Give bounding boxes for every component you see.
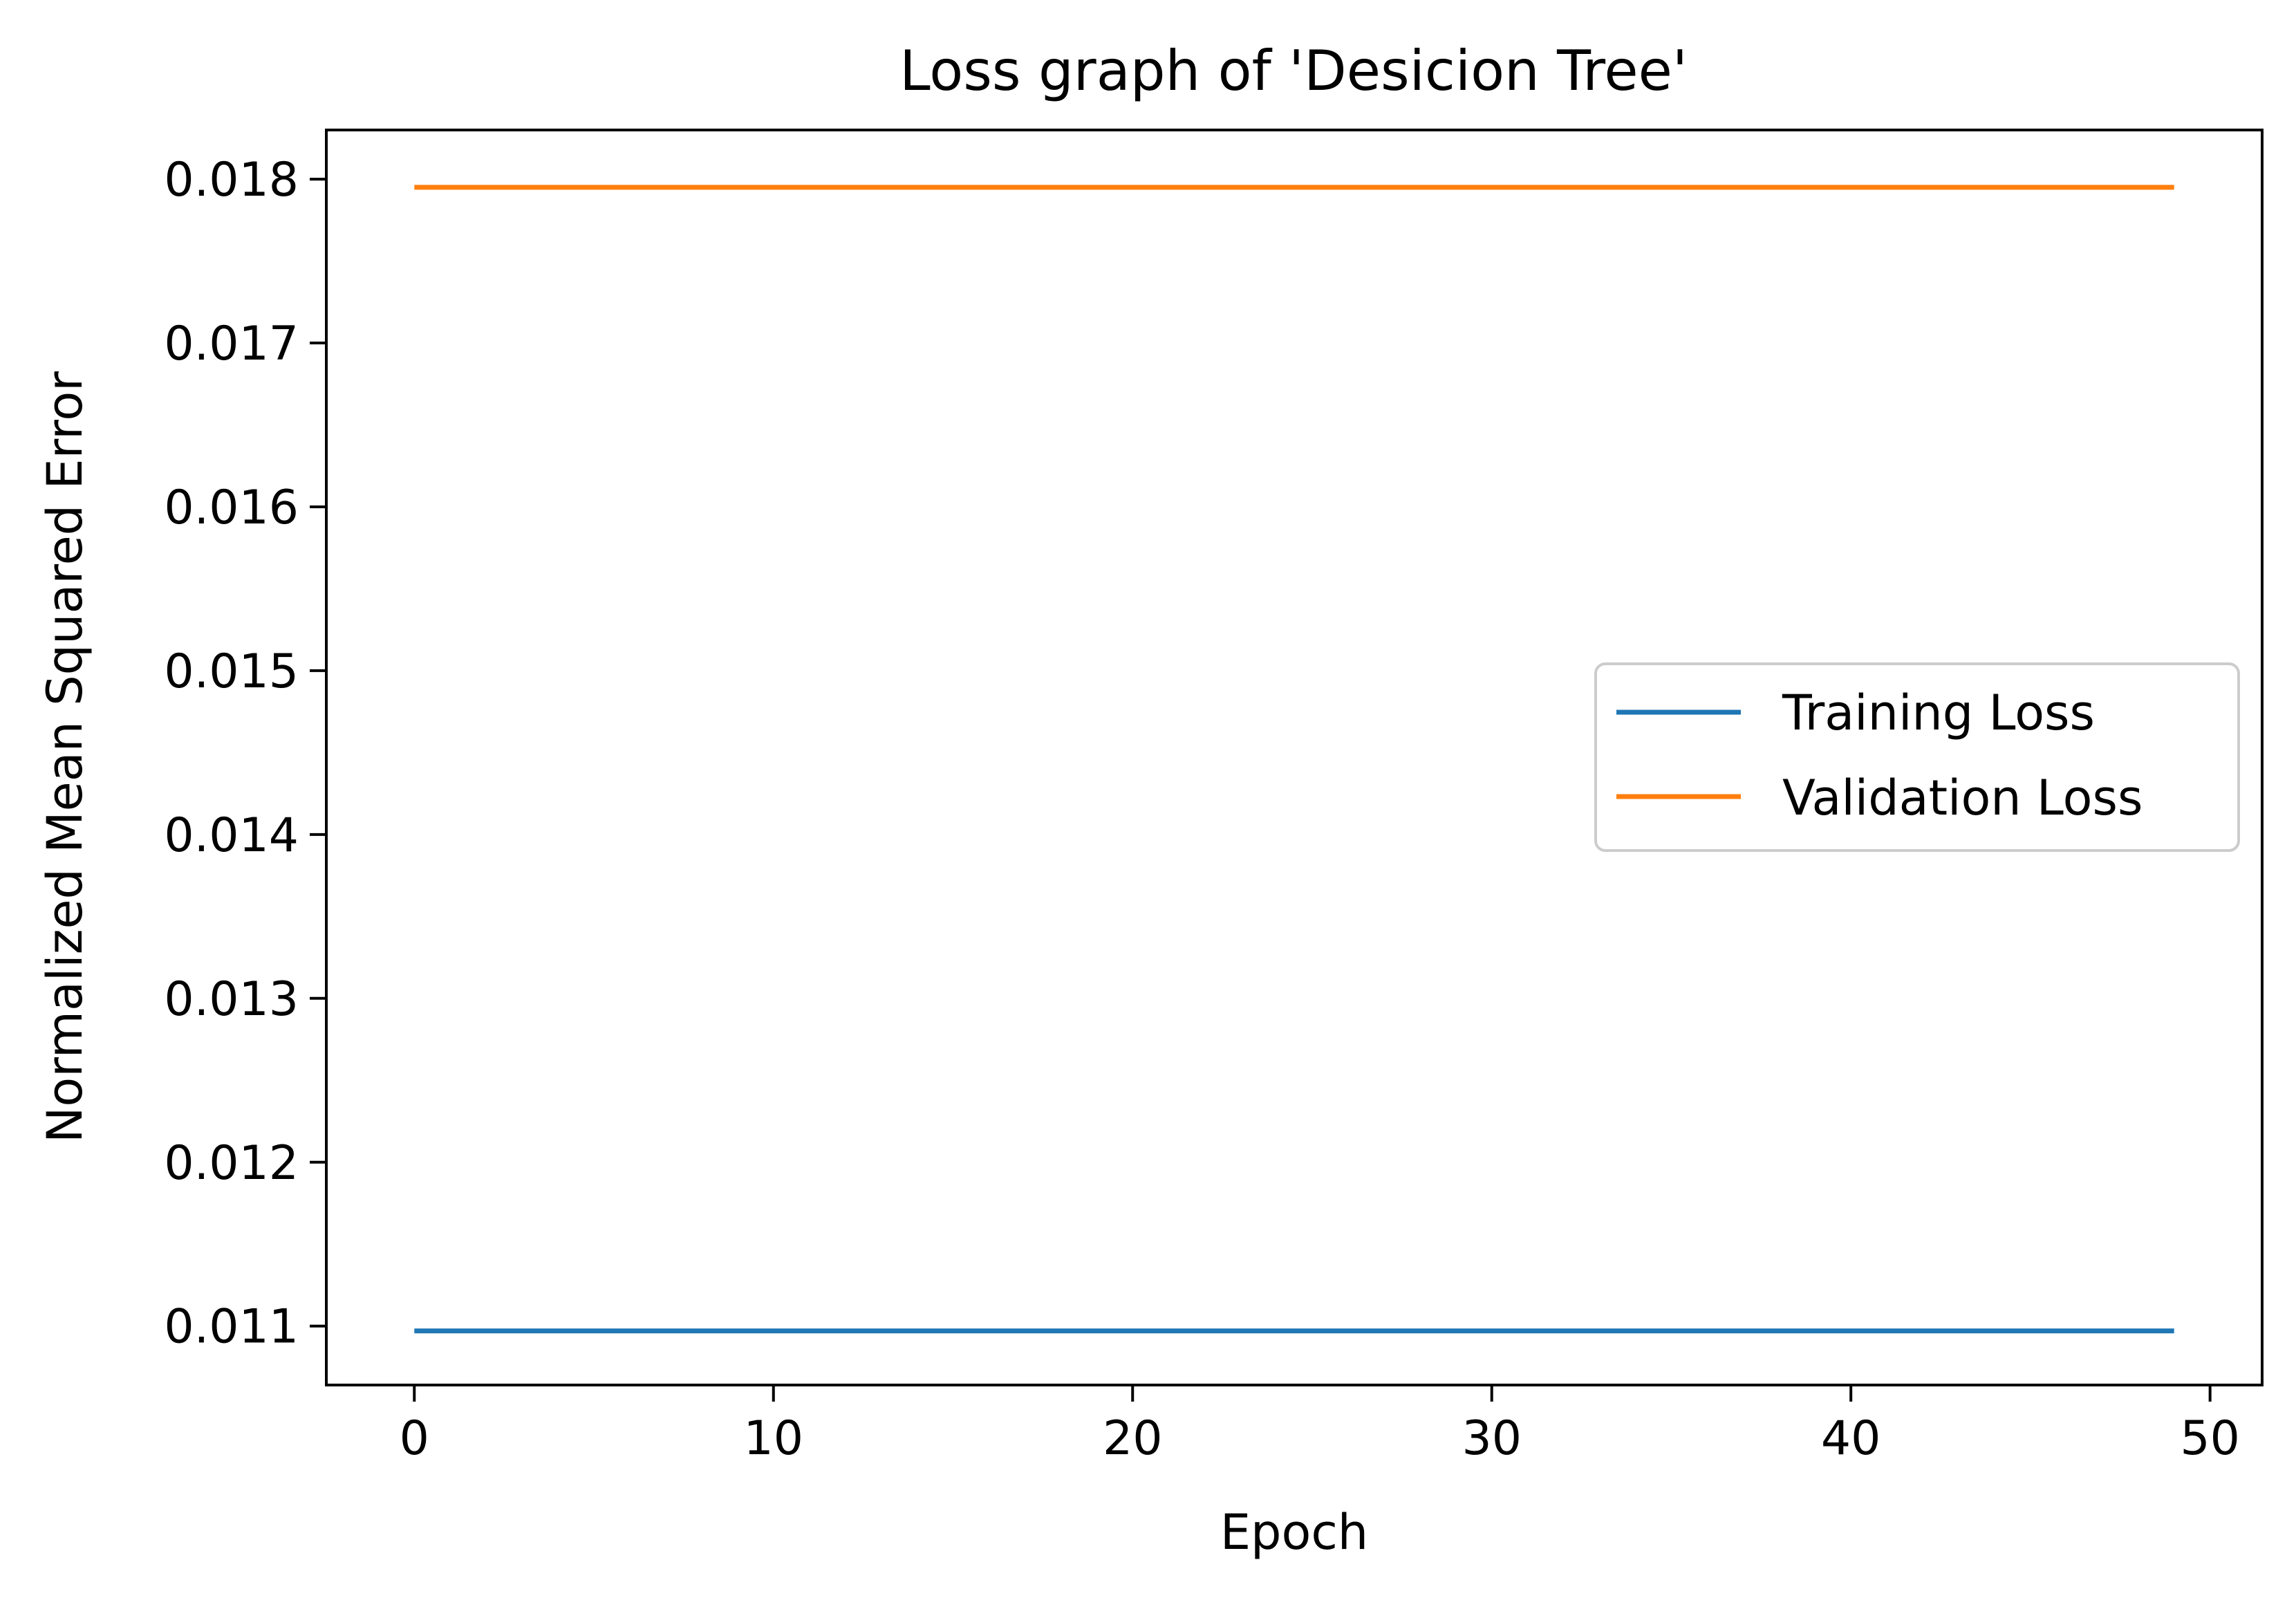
x-axis-label: Epoch <box>1220 1504 1368 1561</box>
legend: Training Loss Validation Loss <box>1594 662 2240 852</box>
y-tick-label: 0.018 <box>164 153 299 207</box>
y-tick-label: 0.013 <box>164 972 299 1027</box>
y-axis-ticks: 0.011 0.012 0.013 0.014 0.015 0.016 0.017 0.018 <box>164 153 326 1355</box>
x-tick-label: 40 <box>1821 1411 1881 1466</box>
series-layer <box>414 185 2174 1334</box>
legend-label-training-loss: Training Loss <box>1782 685 2095 741</box>
y-tick-label: 0.011 <box>164 1300 299 1355</box>
y-tick-label: 0.016 <box>164 481 299 535</box>
y-tick-label: 0.012 <box>164 1136 299 1191</box>
x-axis-ticks: 0 10 20 30 40 50 <box>400 1385 2240 1466</box>
y-tick-label: 0.014 <box>164 808 299 863</box>
chart-title: Loss graph of 'Desicion Tree' <box>899 39 1688 103</box>
x-tick-label: 30 <box>1462 1411 1522 1466</box>
x-tick-label: 0 <box>400 1411 429 1466</box>
y-tick-label: 0.017 <box>164 317 299 371</box>
legend-box <box>1594 662 2240 852</box>
axes-frame <box>325 129 2264 1386</box>
x-tick-label: 50 <box>2180 1411 2240 1466</box>
legend-label-validation-loss: Validation Loss <box>1782 770 2143 826</box>
y-tick-label: 0.015 <box>164 644 299 699</box>
y-axis-label: Normalized Mean Squared Error <box>37 371 93 1143</box>
x-tick-label: 10 <box>743 1411 803 1466</box>
x-tick-label: 20 <box>1103 1411 1163 1466</box>
